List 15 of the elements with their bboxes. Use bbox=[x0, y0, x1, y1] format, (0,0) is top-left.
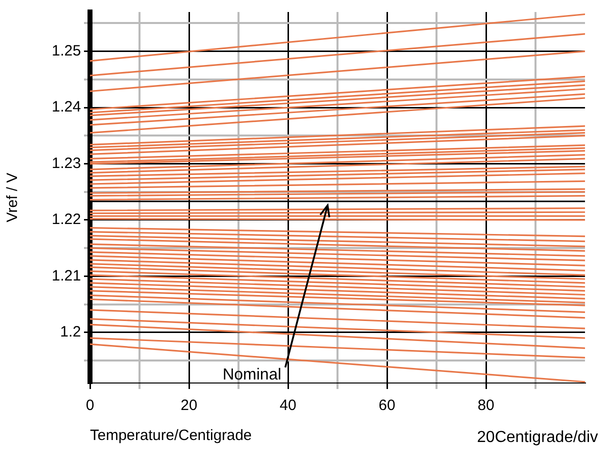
y-tick-label: 1.21 bbox=[52, 267, 81, 284]
x-tick-label: 80 bbox=[478, 397, 494, 414]
x-tick-label: 20 bbox=[180, 397, 198, 414]
x-tick-label: 40 bbox=[280, 397, 296, 414]
y-tick-label: 1.25 bbox=[52, 42, 81, 60]
y-axis-title: Vref / V bbox=[4, 172, 22, 222]
annotation: Nominal bbox=[222, 366, 282, 384]
y-tick-label: 1.23 bbox=[52, 154, 81, 172]
x-tick-label: 60 bbox=[378, 397, 396, 414]
y-tick-label: 1.22 bbox=[52, 211, 81, 228]
x-tick-label: 0 bbox=[86, 397, 94, 414]
y-tick-label: 1.2 bbox=[60, 324, 81, 341]
x-axis-title: Temperature/Centigrade bbox=[90, 427, 252, 444]
text: 20Centigrade/div bbox=[477, 429, 598, 446]
y-tick-label: 1.24 bbox=[52, 98, 81, 116]
